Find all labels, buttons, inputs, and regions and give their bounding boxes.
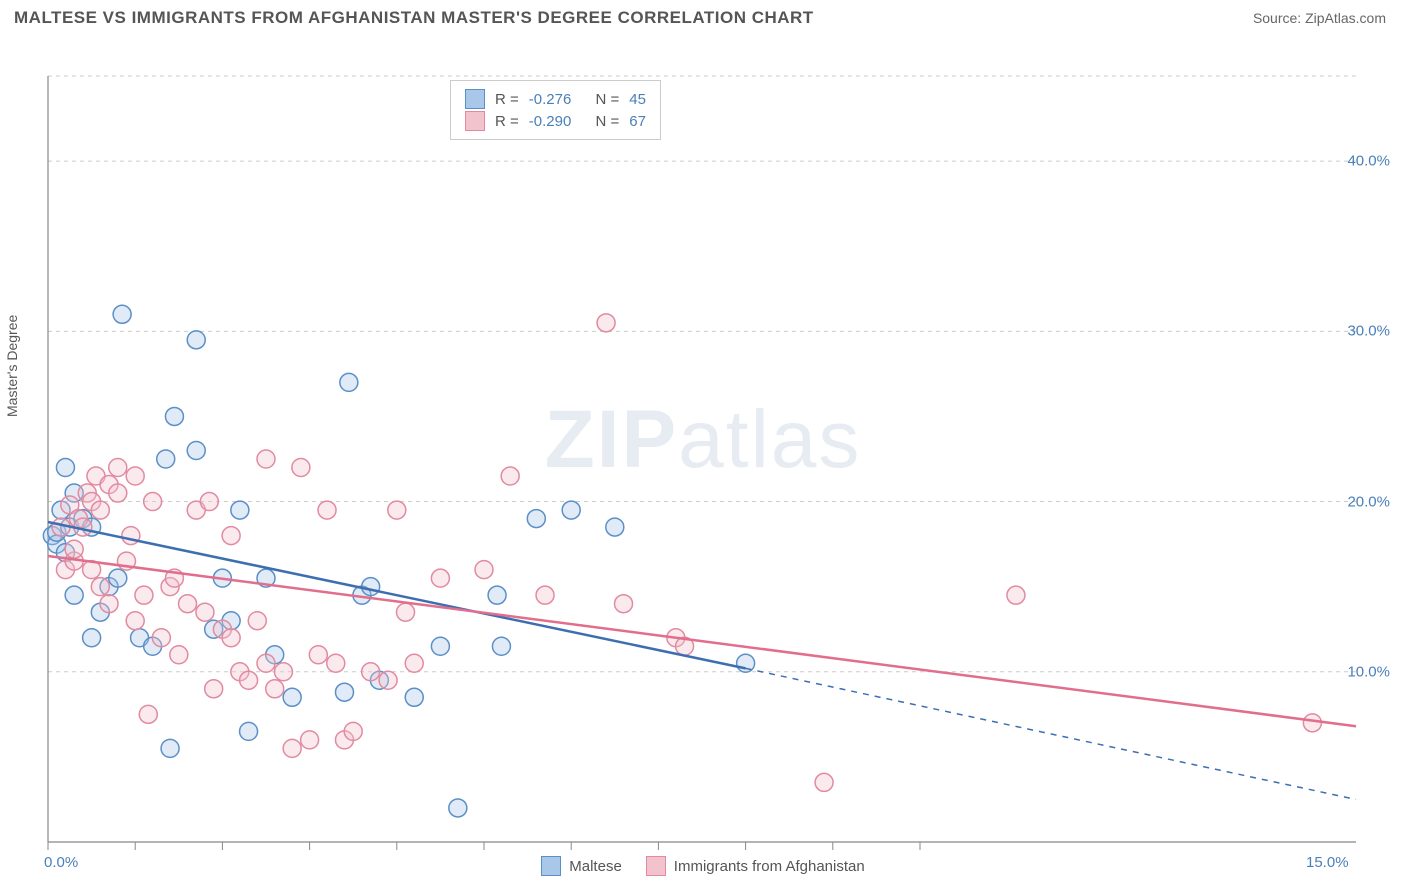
swatch-icon [465, 111, 485, 131]
r-label: R = [495, 113, 519, 130]
y-tick-label: 20.0% [1347, 493, 1390, 510]
legend-item: Maltese [541, 856, 622, 876]
n-value: 67 [629, 113, 646, 130]
chart-title: MALTESE VS IMMIGRANTS FROM AFGHANISTAN M… [14, 8, 814, 28]
n-label: N = [595, 91, 619, 108]
correlation-row: R = -0.290 N = 67 [465, 111, 646, 131]
legend-item: Immigrants from Afghanistan [646, 856, 865, 876]
y-tick-label: 30.0% [1347, 323, 1390, 340]
correlation-legend: R = -0.276 N = 45 R = -0.290 N = 67 [450, 80, 661, 140]
scatter-chart [0, 32, 1406, 882]
swatch-icon [646, 856, 666, 876]
correlation-row: R = -0.276 N = 45 [465, 89, 646, 109]
swatch-icon [465, 89, 485, 109]
r-value: -0.276 [529, 91, 572, 108]
title-bar: MALTESE VS IMMIGRANTS FROM AFGHANISTAN M… [0, 0, 1406, 32]
source-label: Source: ZipAtlas.com [1253, 10, 1386, 26]
x-tick-label: 0.0% [44, 854, 78, 871]
legend-label: Maltese [569, 858, 622, 875]
r-value: -0.290 [529, 113, 572, 130]
bottom-legend: Maltese Immigrants from Afghanistan [0, 856, 1406, 876]
chart-container: Master's Degree ZIPatlas R = -0.276 N = … [0, 32, 1406, 882]
legend-label: Immigrants from Afghanistan [674, 858, 865, 875]
n-label: N = [595, 113, 619, 130]
y-axis-label: Master's Degree [4, 315, 20, 417]
n-value: 45 [629, 91, 646, 108]
y-tick-label: 10.0% [1347, 663, 1390, 680]
x-tick-label: 15.0% [1306, 854, 1349, 871]
r-label: R = [495, 91, 519, 108]
y-tick-label: 40.0% [1347, 153, 1390, 170]
swatch-icon [541, 856, 561, 876]
